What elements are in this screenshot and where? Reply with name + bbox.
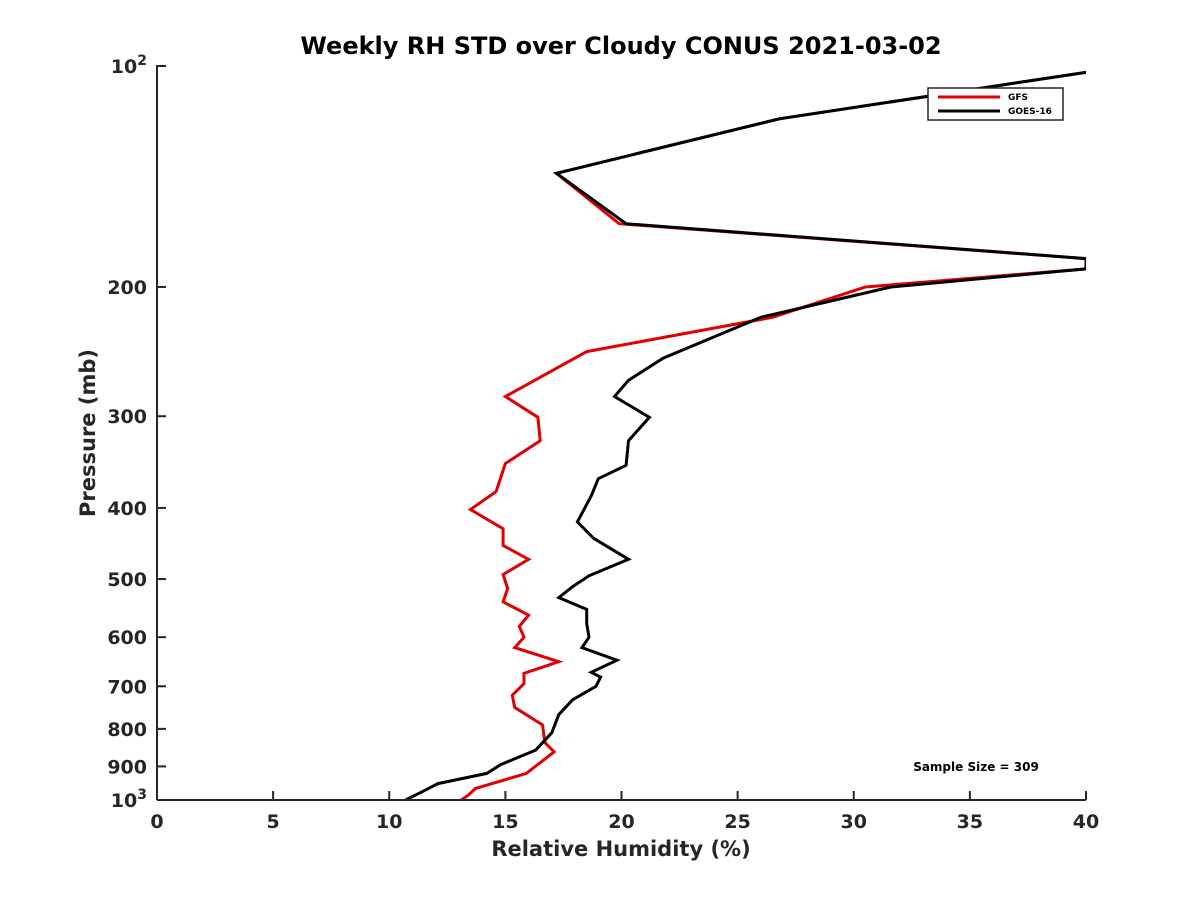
x-tick-label: 30 [841,811,867,833]
y-tick-label: 900 [107,756,147,778]
legend-box [927,87,1064,121]
sample-size-annotation: Sample Size = 309 [913,760,1039,774]
series-line-goes-16 [404,70,1086,800]
chart-title: Weekly RH STD over Cloudy CONUS 2021-03-… [300,32,941,60]
x-tick-label: 15 [492,811,518,833]
y-tick-label: 600 [107,627,147,649]
legend-label-goes-16: GOES-16 [1008,107,1052,117]
x-tick-label: 20 [608,811,634,833]
y-tick-label: 800 [107,719,147,741]
x-tick-label: 35 [957,811,983,833]
x-tick-label: 5 [267,811,280,833]
x-tick-label: 0 [150,811,163,833]
axes: 0 5 10 15 20 25 30 35 40 102 200 300 400 500 600 700 800… [107,53,1099,833]
y-tick-label: 500 [107,569,147,591]
y-axis-label: Pressure (mb) [76,349,100,517]
plot-area [404,70,1086,800]
y-tick-label: 300 [107,406,147,428]
y-tick-label: 103 [111,787,147,812]
legend: GFS GOES-16 [927,87,1064,121]
x-axis-label: Relative Humidity (%) [491,837,750,861]
legend-label-gfs: GFS [1008,93,1028,103]
y-tick-label: 200 [107,277,147,299]
x-tick-label: 40 [1073,811,1099,833]
y-tick-label: 400 [107,498,147,520]
series-line-gfs [460,70,1086,800]
y-tick-label: 102 [111,53,147,78]
x-tick-label: 10 [376,811,402,833]
y-tick-label: 700 [107,676,147,698]
x-tick-label: 25 [724,811,750,833]
